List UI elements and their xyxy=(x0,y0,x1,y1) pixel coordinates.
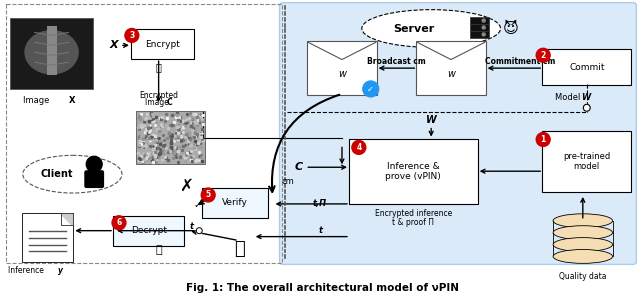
Text: W: W xyxy=(426,115,436,125)
FancyBboxPatch shape xyxy=(470,24,489,31)
Text: Image: Image xyxy=(22,96,52,105)
Circle shape xyxy=(352,140,366,154)
FancyBboxPatch shape xyxy=(202,188,268,218)
Text: Quality data: Quality data xyxy=(559,272,607,281)
Circle shape xyxy=(583,104,590,111)
Circle shape xyxy=(201,188,215,202)
FancyBboxPatch shape xyxy=(349,138,477,204)
Text: 😈: 😈 xyxy=(502,21,518,36)
Text: Commitment cm: Commitment cm xyxy=(485,57,556,66)
Text: Broadcast cm: Broadcast cm xyxy=(367,57,426,66)
Circle shape xyxy=(112,216,126,230)
FancyBboxPatch shape xyxy=(113,216,184,245)
Text: Encrypt: Encrypt xyxy=(145,40,180,49)
Text: Inference: Inference xyxy=(8,266,47,275)
Ellipse shape xyxy=(553,214,612,228)
Text: ✓: ✓ xyxy=(193,200,202,210)
Text: Verify: Verify xyxy=(222,199,248,207)
Ellipse shape xyxy=(362,10,500,47)
Text: C: C xyxy=(294,162,303,172)
Text: t & proof Π: t & proof Π xyxy=(392,218,435,227)
Text: 🔑: 🔑 xyxy=(156,62,161,72)
Ellipse shape xyxy=(24,30,79,75)
FancyBboxPatch shape xyxy=(22,213,74,262)
Circle shape xyxy=(482,19,485,22)
Text: w: w xyxy=(338,69,346,79)
Text: 2: 2 xyxy=(541,51,546,60)
Text: ✗: ✗ xyxy=(179,177,193,195)
Text: Encrypted inference: Encrypted inference xyxy=(374,209,452,218)
Circle shape xyxy=(196,228,202,234)
Text: Decrypt: Decrypt xyxy=(131,226,166,235)
FancyBboxPatch shape xyxy=(47,25,56,75)
Text: 🔑: 🔑 xyxy=(156,245,162,255)
Text: pre-trained
model: pre-trained model xyxy=(563,152,611,171)
Text: Client: Client xyxy=(40,169,73,179)
Text: Fig. 1: The overall architectural model of νPIN: Fig. 1: The overall architectural model … xyxy=(186,283,459,293)
FancyBboxPatch shape xyxy=(470,17,489,24)
Text: 6: 6 xyxy=(116,218,122,227)
Text: 3: 3 xyxy=(129,31,134,40)
Text: t: t xyxy=(318,226,322,235)
Text: Image: Image xyxy=(145,98,172,107)
Text: Commit: Commit xyxy=(569,63,605,72)
Circle shape xyxy=(482,26,485,29)
Text: t: t xyxy=(189,222,193,231)
FancyBboxPatch shape xyxy=(10,18,93,89)
FancyBboxPatch shape xyxy=(542,131,632,192)
Circle shape xyxy=(86,156,102,172)
Text: Server: Server xyxy=(394,24,435,35)
Text: X: X xyxy=(109,40,118,50)
FancyBboxPatch shape xyxy=(307,41,377,95)
FancyBboxPatch shape xyxy=(136,111,205,164)
Text: y: y xyxy=(58,266,63,275)
Text: Encrypted: Encrypted xyxy=(139,91,178,100)
Polygon shape xyxy=(61,214,72,225)
FancyBboxPatch shape xyxy=(416,41,486,95)
Circle shape xyxy=(363,81,379,97)
Text: 1: 1 xyxy=(541,135,546,144)
Text: w: w xyxy=(447,69,455,79)
Circle shape xyxy=(125,29,139,42)
Circle shape xyxy=(536,48,550,62)
Text: 4: 4 xyxy=(356,143,362,152)
Circle shape xyxy=(536,132,550,146)
Text: cm: cm xyxy=(281,177,294,186)
Text: 5: 5 xyxy=(205,191,211,199)
FancyBboxPatch shape xyxy=(542,49,632,85)
Text: X: X xyxy=(69,96,76,105)
Text: Model: Model xyxy=(555,93,583,102)
FancyBboxPatch shape xyxy=(470,31,489,38)
Ellipse shape xyxy=(553,237,612,251)
Text: 🔒: 🔒 xyxy=(234,240,245,258)
Circle shape xyxy=(482,33,485,36)
FancyBboxPatch shape xyxy=(131,30,195,59)
Ellipse shape xyxy=(23,155,122,193)
Text: W: W xyxy=(581,93,590,102)
Text: ✓: ✓ xyxy=(367,84,374,94)
Ellipse shape xyxy=(553,226,612,240)
FancyBboxPatch shape xyxy=(280,3,636,264)
Text: Inference &
prove (vPIN): Inference & prove (vPIN) xyxy=(385,161,441,181)
Text: C: C xyxy=(166,98,172,107)
Text: t,Π: t,Π xyxy=(313,199,327,208)
FancyBboxPatch shape xyxy=(84,170,104,188)
Ellipse shape xyxy=(553,250,612,263)
